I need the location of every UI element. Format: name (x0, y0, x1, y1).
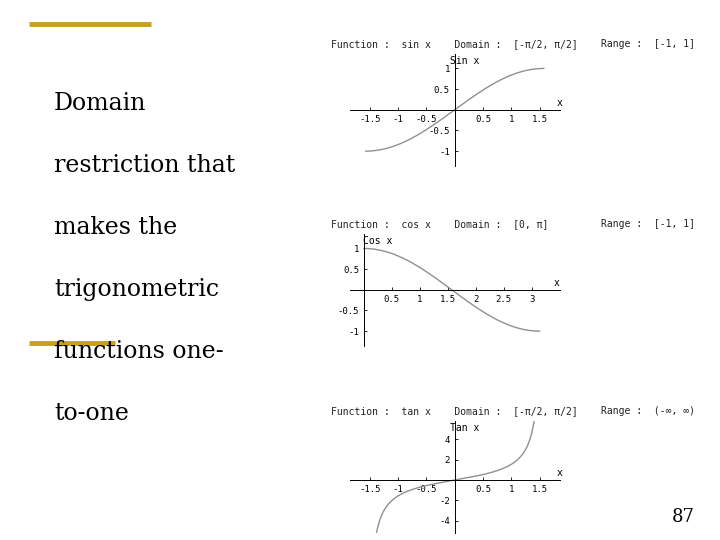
Text: Function :  tan x    Domain :  [-π/2, π/2]: Function : tan x Domain : [-π/2, π/2] (331, 406, 578, 416)
Text: x: x (557, 468, 562, 478)
Text: x: x (554, 278, 559, 288)
Text: Range :  [-1, 1]: Range : [-1, 1] (600, 219, 695, 228)
Text: Domain: Domain (54, 92, 146, 115)
Text: trigonometric: trigonometric (54, 278, 219, 301)
Text: 87: 87 (672, 509, 695, 526)
Text: functions one-: functions one- (54, 340, 224, 363)
Text: Tan x: Tan x (449, 423, 479, 433)
Text: Sin x: Sin x (449, 56, 479, 66)
Text: makes the: makes the (54, 216, 177, 239)
Text: to-one: to-one (54, 402, 129, 426)
Text: Function :  cos x    Domain :  [0, π]: Function : cos x Domain : [0, π] (331, 219, 549, 228)
Text: restriction that: restriction that (54, 154, 235, 177)
Text: Function :  sin x    Domain :  [-π/2, π/2]: Function : sin x Domain : [-π/2, π/2] (331, 38, 578, 49)
Text: x: x (557, 98, 562, 107)
Text: Range :  (-∞, ∞): Range : (-∞, ∞) (600, 406, 695, 416)
Text: Cos x: Cos x (363, 235, 392, 246)
Text: Range :  [-1, 1]: Range : [-1, 1] (600, 38, 695, 49)
